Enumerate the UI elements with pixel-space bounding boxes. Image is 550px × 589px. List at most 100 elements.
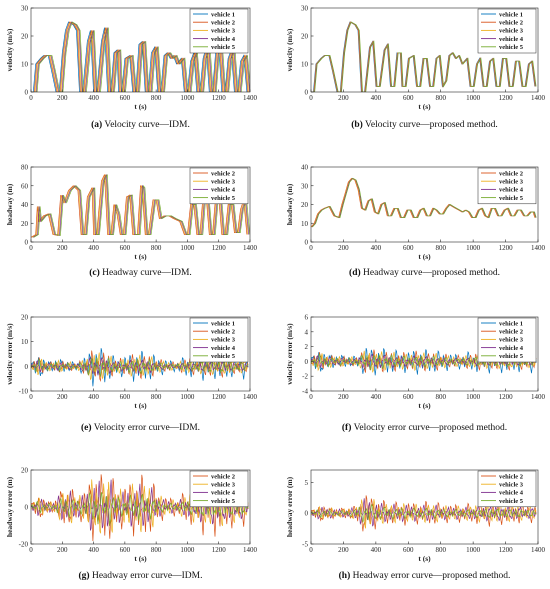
x-tick-label: 200: [57, 393, 68, 401]
caption-text: Headway curve—IDM.: [100, 268, 192, 278]
series-line-vehicle-5: [312, 21, 537, 92]
x-tick-label: 400: [371, 546, 382, 554]
y-tick-label: 20: [301, 201, 309, 209]
x-axis-label: t (s): [134, 252, 147, 261]
x-tick-label: 400: [88, 94, 99, 102]
caption-letter: (g): [79, 570, 90, 581]
y-tick-label: 40: [301, 164, 309, 172]
legend-entry: vehicle 5: [211, 195, 236, 202]
legend-entry: vehicle 3: [499, 179, 524, 186]
legend-box: [189, 8, 249, 54]
panel-caption: (e) Velocity error curve—IDM.: [81, 422, 200, 433]
x-tick-label: 200: [338, 546, 349, 554]
x-tick-label: 600: [403, 393, 414, 401]
x-tick-label: 200: [57, 546, 68, 554]
x-tick-label: 1400: [243, 94, 258, 102]
y-tick-label: 30: [301, 5, 309, 13]
x-tick-label: 0: [29, 393, 33, 401]
x-tick-label: 1400: [531, 94, 546, 102]
series-line-vehicle-4: [33, 21, 250, 92]
caption-text: Velocity curve—IDM.: [102, 120, 190, 130]
x-tick-label: 1400: [243, 244, 258, 252]
panel-b: 0 200 400 600 800 1000 1200 1400 0 10 20 30 t (s) vel…: [285, 5, 546, 131]
y-tick-label: 0: [305, 510, 309, 518]
x-tick-label: 400: [88, 393, 99, 401]
x-tick-label: 200: [57, 94, 68, 102]
panel-d: 0 200 400 600 800 1000 1200 1400 0 10 20 30 40 t (s) h…: [285, 164, 546, 279]
caption-letter: (a): [91, 119, 102, 130]
caption-letter: (c): [89, 267, 100, 278]
x-tick-label: 1200: [499, 546, 514, 554]
legend-entry: vehicle 1: [499, 11, 523, 18]
legend-entry: vehicle 2: [211, 473, 235, 480]
y-axis-label: headway error (m): [285, 476, 294, 537]
y-tick-label: -10: [19, 388, 29, 396]
legend-entry: vehicle 2: [499, 329, 523, 336]
panel-caption: (a) Velocity curve—IDM.: [91, 119, 190, 130]
series-group: [311, 177, 537, 228]
x-tick-label: 1200: [212, 546, 227, 554]
x-tick-label: 1200: [499, 94, 514, 102]
caption-letter: (b): [351, 119, 363, 130]
x-tick-label: 1400: [243, 546, 258, 554]
x-tick-label: 600: [120, 94, 131, 102]
caption-text: Velocity error curve—IDM.: [92, 423, 201, 433]
y-tick-label: 20: [21, 467, 29, 475]
y-tick-label: 20: [301, 33, 309, 41]
x-tick-label: 1400: [531, 393, 546, 401]
legend-entry: vehicle 4: [499, 345, 524, 352]
series-line-vehicle-4: [31, 479, 249, 531]
x-tick-label: 0: [309, 546, 313, 554]
panel-caption: (g) Headway error curve—IDM.: [79, 570, 203, 581]
legend-entry: vehicle 2: [211, 20, 235, 27]
panel-c: 0 200 400 600 800 1000 1200 1400 0 20 40 60 80 t (s) h…: [5, 164, 258, 279]
x-tick-label: 0: [29, 94, 33, 102]
legend-entry: vehicle 4: [211, 345, 236, 352]
panel-caption: (c) Headway curve—IDM.: [89, 267, 192, 278]
x-tick-label: 0: [309, 244, 313, 252]
series-line-vehicle-3: [311, 350, 537, 373]
y-tick-label: 0: [25, 89, 29, 97]
legend-box: [477, 317, 537, 363]
series-line-vehicle-5: [311, 503, 537, 523]
y-tick-label: 2: [305, 343, 309, 351]
legend-entry: vehicle 5: [499, 498, 524, 505]
y-axis-label: velocity (m/s): [285, 28, 294, 71]
x-tick-label: 600: [120, 546, 131, 554]
y-tick-label: 10: [301, 220, 309, 228]
x-tick-label: 1000: [466, 94, 481, 102]
x-tick-label: 400: [371, 94, 382, 102]
series-line-vehicle-4: [311, 498, 537, 527]
y-tick-label: 0: [25, 363, 29, 371]
y-tick-label: 0: [305, 358, 309, 366]
y-tick-label: 0: [305, 239, 309, 247]
x-tick-label: 1200: [212, 244, 227, 252]
x-axis-label: t (s): [134, 554, 147, 563]
y-tick-label: 0: [25, 504, 29, 512]
x-tick-label: 1000: [180, 94, 195, 102]
x-tick-label: 1400: [243, 393, 258, 401]
y-tick-label: -4: [302, 388, 308, 396]
x-tick-label: 1200: [499, 244, 514, 252]
legend-entry: vehicle 5: [499, 353, 524, 360]
panel-caption: (f) Velocity error curve—proposed method…: [342, 422, 507, 433]
x-tick-label: 600: [120, 393, 131, 401]
caption-letter: (h): [339, 570, 351, 581]
x-axis-label: t (s): [418, 102, 431, 111]
caption-letter: (e): [81, 422, 92, 433]
series-line-vehicle-3: [32, 21, 250, 92]
x-tick-label: 800: [151, 546, 162, 554]
y-tick-label: 10: [21, 61, 29, 69]
legend-entry: vehicle 3: [211, 482, 236, 489]
x-axis-label: t (s): [418, 401, 431, 410]
panel-caption: (h) Headway error curve—proposed method.: [339, 570, 511, 581]
x-tick-label: 0: [309, 94, 313, 102]
x-tick-label: 600: [120, 244, 131, 252]
legend-entry: vehicle 2: [211, 170, 235, 177]
caption-text: Velocity error curve—proposed method.: [351, 423, 507, 433]
x-axis-label: t (s): [134, 401, 147, 410]
legend-entry: vehicle 5: [211, 44, 236, 51]
legend-entry: vehicle 4: [499, 36, 524, 43]
